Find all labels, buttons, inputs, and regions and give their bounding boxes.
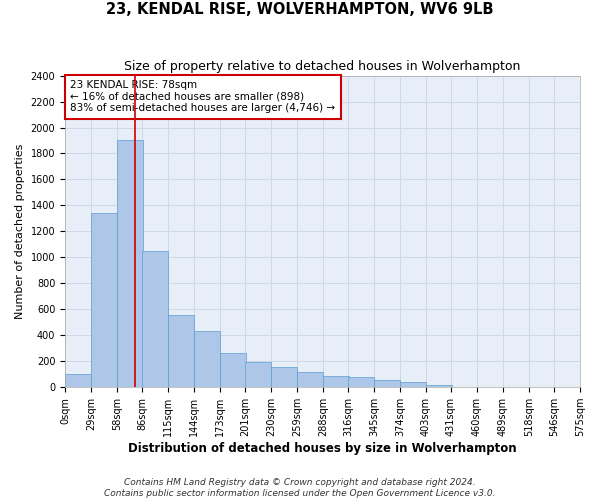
Bar (374, 380, 400, 387)
Title: Size of property relative to detached houses in Wolverhampton: Size of property relative to detached ho… (124, 60, 521, 73)
Bar (220, 354, 246, 387)
Bar (323, 376, 349, 387)
Bar (297, 372, 323, 387)
Text: 23, KENDAL RISE, WOLVERHAMPTON, WV6 9LB: 23, KENDAL RISE, WOLVERHAMPTON, WV6 9LB (106, 2, 494, 18)
Bar (91, 213, 117, 387)
Bar (503, 386, 529, 387)
Bar (348, 378, 374, 387)
Bar (426, 384, 452, 387)
Bar (400, 382, 426, 387)
X-axis label: Distribution of detached houses by size in Wolverhampton: Distribution of detached houses by size … (128, 442, 517, 455)
Text: Contains HM Land Registry data © Crown copyright and database right 2024.
Contai: Contains HM Land Registry data © Crown c… (104, 478, 496, 498)
Bar (168, 314, 194, 387)
Y-axis label: Number of detached properties: Number of detached properties (15, 144, 25, 319)
Bar (271, 367, 297, 387)
Text: 23 KENDAL RISE: 78sqm
← 16% of detached houses are smaller (898)
83% of semi-det: 23 KENDAL RISE: 78sqm ← 16% of detached … (70, 80, 335, 114)
Bar (194, 332, 220, 387)
Bar (142, 251, 168, 387)
Bar (117, 140, 143, 387)
Bar (245, 362, 271, 387)
Bar (554, 386, 580, 387)
Bar (451, 386, 477, 387)
Bar (65, 374, 91, 387)
